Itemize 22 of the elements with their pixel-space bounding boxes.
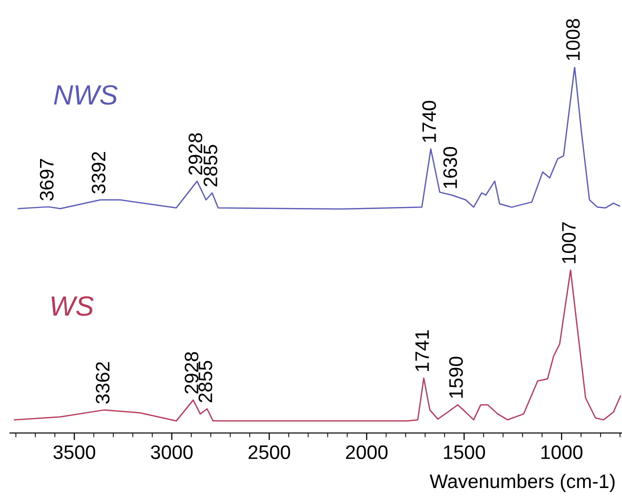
annotation: 2928 <box>188 133 202 175</box>
x-axis-title: Wavenumbers (cm-1) <box>430 474 615 492</box>
annotation: 1740 <box>422 100 436 142</box>
annotation: 2855 <box>204 144 218 186</box>
annotation: 3362 <box>96 362 110 404</box>
x-tick-label: 3500 <box>53 445 96 460</box>
annotation: 1007 <box>562 222 576 264</box>
annotation: 1008 <box>566 19 580 60</box>
annotation: 1590 <box>449 356 463 398</box>
x-tick-label: 1500 <box>444 445 485 460</box>
annotation: 2855 <box>198 360 212 402</box>
annotation: 2928 <box>184 352 198 394</box>
annotation: 1630 <box>443 147 458 188</box>
text: NWS <box>54 85 118 105</box>
annotation: 3697 <box>40 158 54 201</box>
x-tick-label: 3000 <box>150 445 193 460</box>
x-tick-label: 2000 <box>346 445 388 460</box>
x-tick-label: 2500 <box>248 445 290 460</box>
annotation: 1741 <box>415 330 429 372</box>
x-tick-label: 1000 <box>541 445 582 460</box>
text: WS <box>52 296 94 316</box>
annotation: 3392 <box>92 152 106 194</box>
